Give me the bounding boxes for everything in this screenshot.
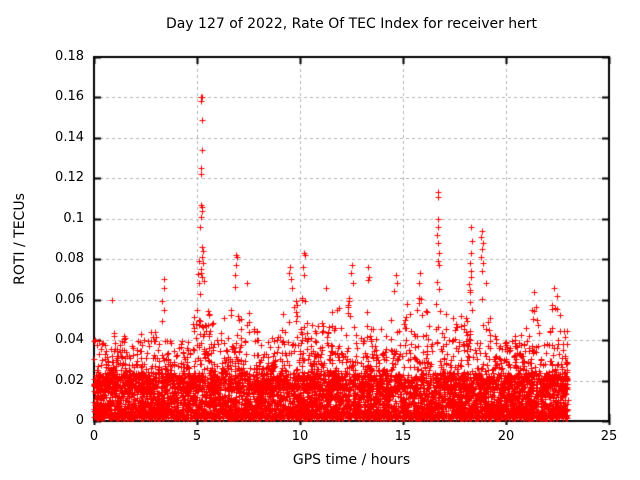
x-tick-label-20: 20 [497,429,515,444]
x-tick-label-10: 10 [291,429,309,444]
y-tick-label-0.18: 0.18 [55,49,84,64]
x-tick-label-0: 0 [89,429,99,444]
y-tick-label-0.12: 0.12 [55,170,84,186]
x-tick-label-25: 25 [600,429,618,444]
y-tick-label-0.02: 0.02 [55,372,84,388]
x-tick-label-5: 5 [192,429,202,444]
x-tick-label-15: 15 [394,429,412,444]
chart-title: Day 127 of 2022, Rate Of TEC Index for r… [165,16,538,32]
x-axis-title: GPS time / hours [292,452,411,468]
y-tick-label-0.16: 0.16 [55,89,84,105]
y-tick-label-0.06: 0.06 [55,291,84,307]
y-tick-label-0.14: 0.14 [55,129,84,145]
y-axis-title: ROTI / TECUs [12,193,28,285]
y-tick-label-0.08: 0.08 [55,251,84,267]
y-tick-label-0.1: 0.1 [63,210,84,226]
y-tick-label-0: 0 [75,413,84,428]
y-tick-label-0.04: 0.04 [55,332,84,348]
